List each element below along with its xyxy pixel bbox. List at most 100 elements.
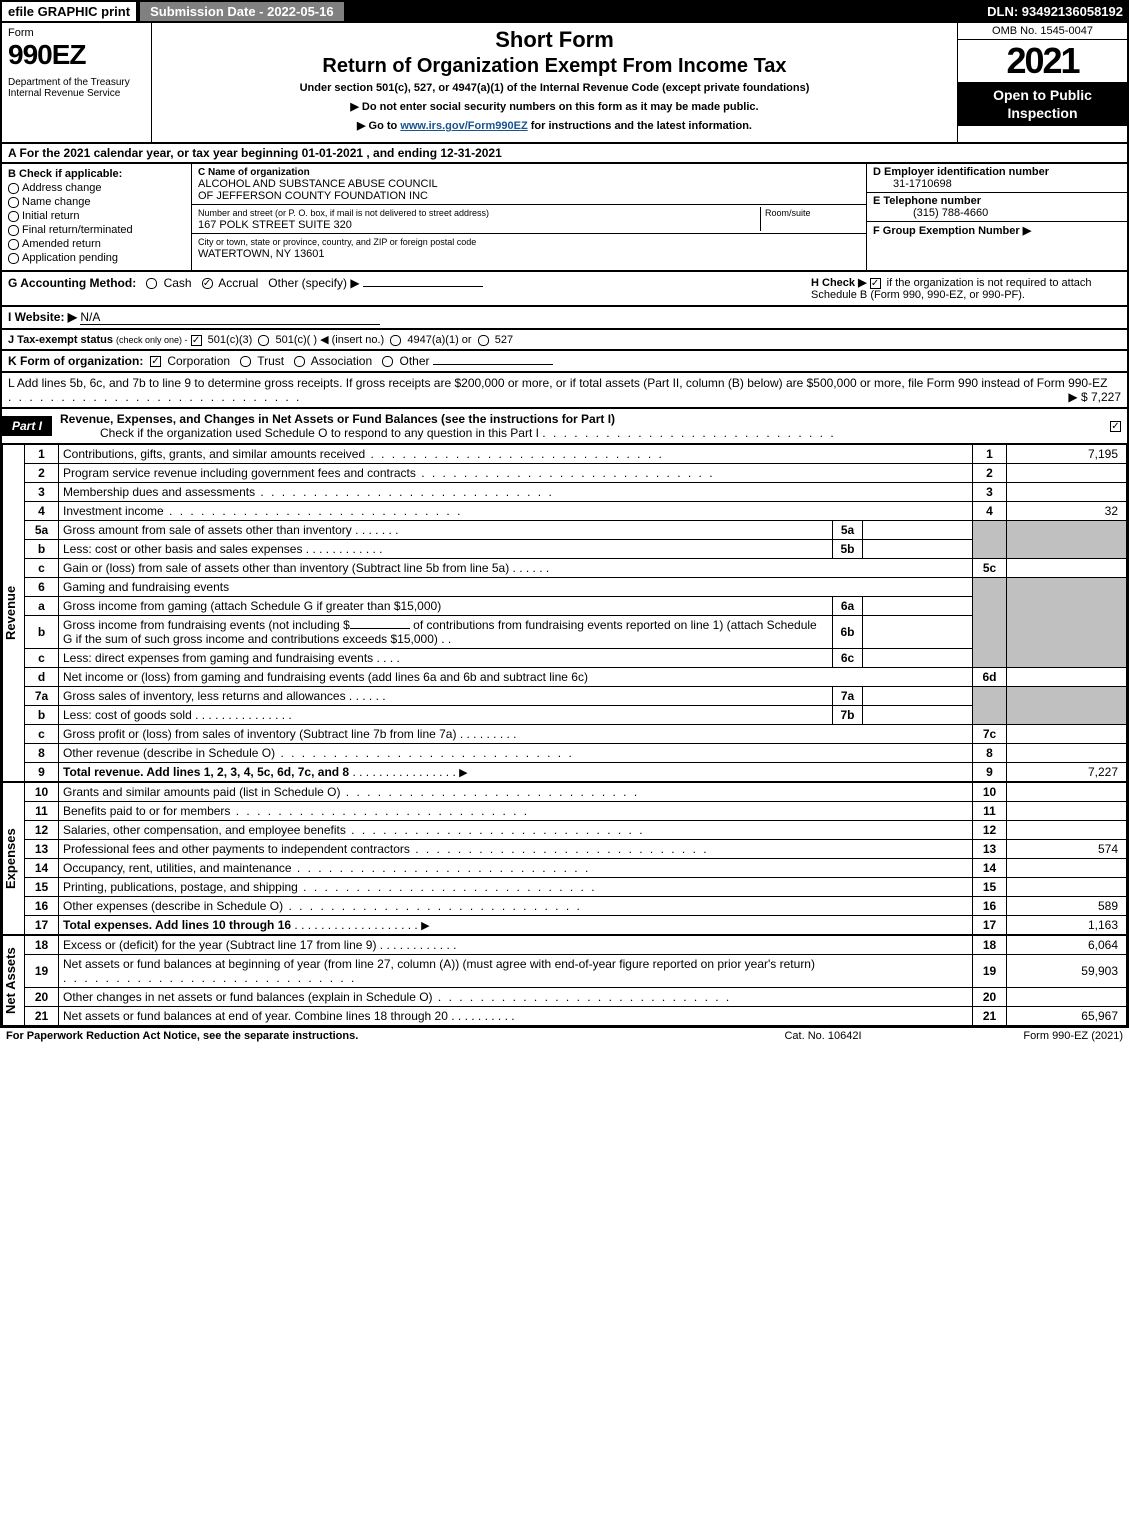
line-desc: Other changes in net assets or fund bala… xyxy=(63,990,433,1004)
line-20: 20 Other changes in net assets or fund ba… xyxy=(25,988,1127,1007)
checkbox-schedule-b-icon[interactable] xyxy=(870,278,881,289)
security-note: ▶ Do not enter social security numbers o… xyxy=(160,100,949,113)
header-center: Short Form Return of Organization Exempt… xyxy=(152,23,957,142)
dots-icon xyxy=(410,842,709,856)
cb-address-change[interactable]: Address change xyxy=(8,182,185,194)
checkbox-icon xyxy=(8,211,19,222)
line-amount xyxy=(1007,559,1127,578)
line-desc: Gross sales of inventory, less returns a… xyxy=(63,689,346,703)
cb-4947-icon[interactable] xyxy=(390,335,401,346)
line-desc: Investment income xyxy=(63,504,164,518)
line-desc: Less: cost or other basis and sales expe… xyxy=(63,542,302,556)
line-desc: Membership dues and assessments xyxy=(63,485,255,499)
checkbox-icon xyxy=(1110,421,1121,432)
line-ref: 14 xyxy=(973,859,1007,878)
short-form-label: Short Form xyxy=(160,27,949,53)
line-10: 10 Grants and similar amounts paid (list … xyxy=(25,783,1127,802)
expenses-side-label: Expenses xyxy=(2,783,24,934)
line-desc: Other revenue (describe in Schedule O) xyxy=(63,746,275,760)
line-ref: 21 xyxy=(973,1007,1007,1026)
cb-501c-icon[interactable] xyxy=(258,335,269,346)
arrow-icon: ▶ xyxy=(421,920,429,932)
line-amount xyxy=(1007,821,1127,840)
shade-cell xyxy=(973,521,1007,559)
line-5b: bLess: cost or other basis and sales exp… xyxy=(25,540,1127,559)
k-other-field[interactable] xyxy=(433,364,553,365)
dots-icon xyxy=(63,971,356,985)
j-label: J Tax-exempt status xyxy=(8,334,113,346)
section-g: G Accounting Method: Cash Accrual Other … xyxy=(8,276,811,290)
cb-final-return[interactable]: Final return/terminated xyxy=(8,224,185,236)
sub-label: 6b xyxy=(833,616,863,649)
checkbox-accrual-icon[interactable] xyxy=(202,278,213,289)
ein-label: D Employer identification number xyxy=(873,166,1049,178)
line-ref: 13 xyxy=(973,840,1007,859)
k-other: Other xyxy=(400,354,430,368)
cb-501c3-icon[interactable] xyxy=(191,335,202,346)
tel-block: E Telephone number (315) 788-4660 xyxy=(867,193,1127,222)
line-amount: 6,064 xyxy=(1007,936,1127,955)
line-ref: 20 xyxy=(973,988,1007,1007)
part1-header: Part I Revenue, Expenses, and Changes in… xyxy=(0,409,1129,445)
line-amount: 7,227 xyxy=(1007,763,1127,782)
part1-title-text: Revenue, Expenses, and Changes in Net As… xyxy=(60,412,615,426)
g-other-field[interactable] xyxy=(363,286,483,287)
efile-print-label[interactable]: efile GRAPHIC print xyxy=(0,0,138,23)
line-desc: Net assets or fund balances at end of ye… xyxy=(63,1009,448,1023)
submission-date: Submission Date - 2022-05-16 xyxy=(138,0,346,23)
line-ref: 11 xyxy=(973,802,1007,821)
l-text: L Add lines 5b, 6c, and 7b to line 9 to … xyxy=(8,376,1107,390)
line-7c: cGross profit or (loss) from sales of in… xyxy=(25,725,1127,744)
row-i: I Website: ▶ N/A xyxy=(0,307,1129,330)
cb-amended-return[interactable]: Amended return xyxy=(8,238,185,250)
tax-year: 2021 xyxy=(958,40,1127,82)
dots-icon xyxy=(292,861,591,875)
cb-trust-icon[interactable] xyxy=(240,356,251,367)
sub-value xyxy=(863,540,973,559)
k-trust: Trust xyxy=(257,354,284,368)
cb-name-change[interactable]: Name change xyxy=(8,196,185,208)
line-desc: Other expenses (describe in Schedule O) xyxy=(63,899,283,913)
contrib-field[interactable] xyxy=(350,628,410,629)
g-label: G Accounting Method: xyxy=(8,276,136,290)
cb-527-icon[interactable] xyxy=(478,335,489,346)
line-amount xyxy=(1007,878,1127,897)
cb-initial-return[interactable]: Initial return xyxy=(8,210,185,222)
l-amount: ▶ $ 7,227 xyxy=(1068,390,1121,404)
dots-icon xyxy=(542,426,835,440)
checkbox-icon xyxy=(8,197,19,208)
cb-other-icon[interactable] xyxy=(382,356,393,367)
section-b-label: B Check if applicable: xyxy=(8,168,185,180)
line-desc: Less: direct expenses from gaming and fu… xyxy=(63,651,373,665)
part1-title: Revenue, Expenses, and Changes in Net As… xyxy=(52,409,1107,443)
form-subtitle: Under section 501(c), 527, or 4947(a)(1)… xyxy=(160,82,949,94)
line-18: 18Excess or (deficit) for the year (Subt… xyxy=(25,936,1127,955)
dots-icon xyxy=(8,390,301,404)
line-1: 1Contributions, gifts, grants, and simil… xyxy=(25,445,1127,464)
sub-value xyxy=(863,706,973,725)
line-5c: cGain or (loss) from sale of assets othe… xyxy=(25,559,1127,578)
dots-icon xyxy=(230,804,529,818)
line-desc: Salaries, other compensation, and employ… xyxy=(63,823,346,837)
org-name-2: OF JEFFERSON COUNTY FOUNDATION INC xyxy=(198,190,428,202)
line-amount: 589 xyxy=(1007,897,1127,916)
sub-label: 6a xyxy=(833,597,863,616)
line-desc: Less: cost of goods sold xyxy=(63,708,192,722)
sub-value xyxy=(863,597,973,616)
dots-icon xyxy=(340,785,639,799)
cb-corporation-icon[interactable] xyxy=(150,356,161,367)
dots-icon xyxy=(298,880,597,894)
cb-association-icon[interactable] xyxy=(294,356,305,367)
part1-checkbox[interactable] xyxy=(1107,419,1127,433)
line-desc: Grants and similar amounts paid (list in… xyxy=(63,785,340,799)
line-ref: 10 xyxy=(973,783,1007,802)
irs-link[interactable]: www.irs.gov/Form990EZ xyxy=(400,120,527,132)
line-amount: 59,903 xyxy=(1007,955,1127,988)
expenses-section: Expenses 10 Grants and similar amounts pa… xyxy=(0,783,1129,936)
row-k: K Form of organization: Corporation Trus… xyxy=(0,351,1129,373)
checkbox-cash-icon[interactable] xyxy=(146,278,157,289)
j-note: (check only one) - xyxy=(116,335,188,345)
netassets-side-label: Net Assets xyxy=(2,936,24,1025)
sub-value xyxy=(863,687,973,706)
cb-application-pending[interactable]: Application pending xyxy=(8,252,185,264)
